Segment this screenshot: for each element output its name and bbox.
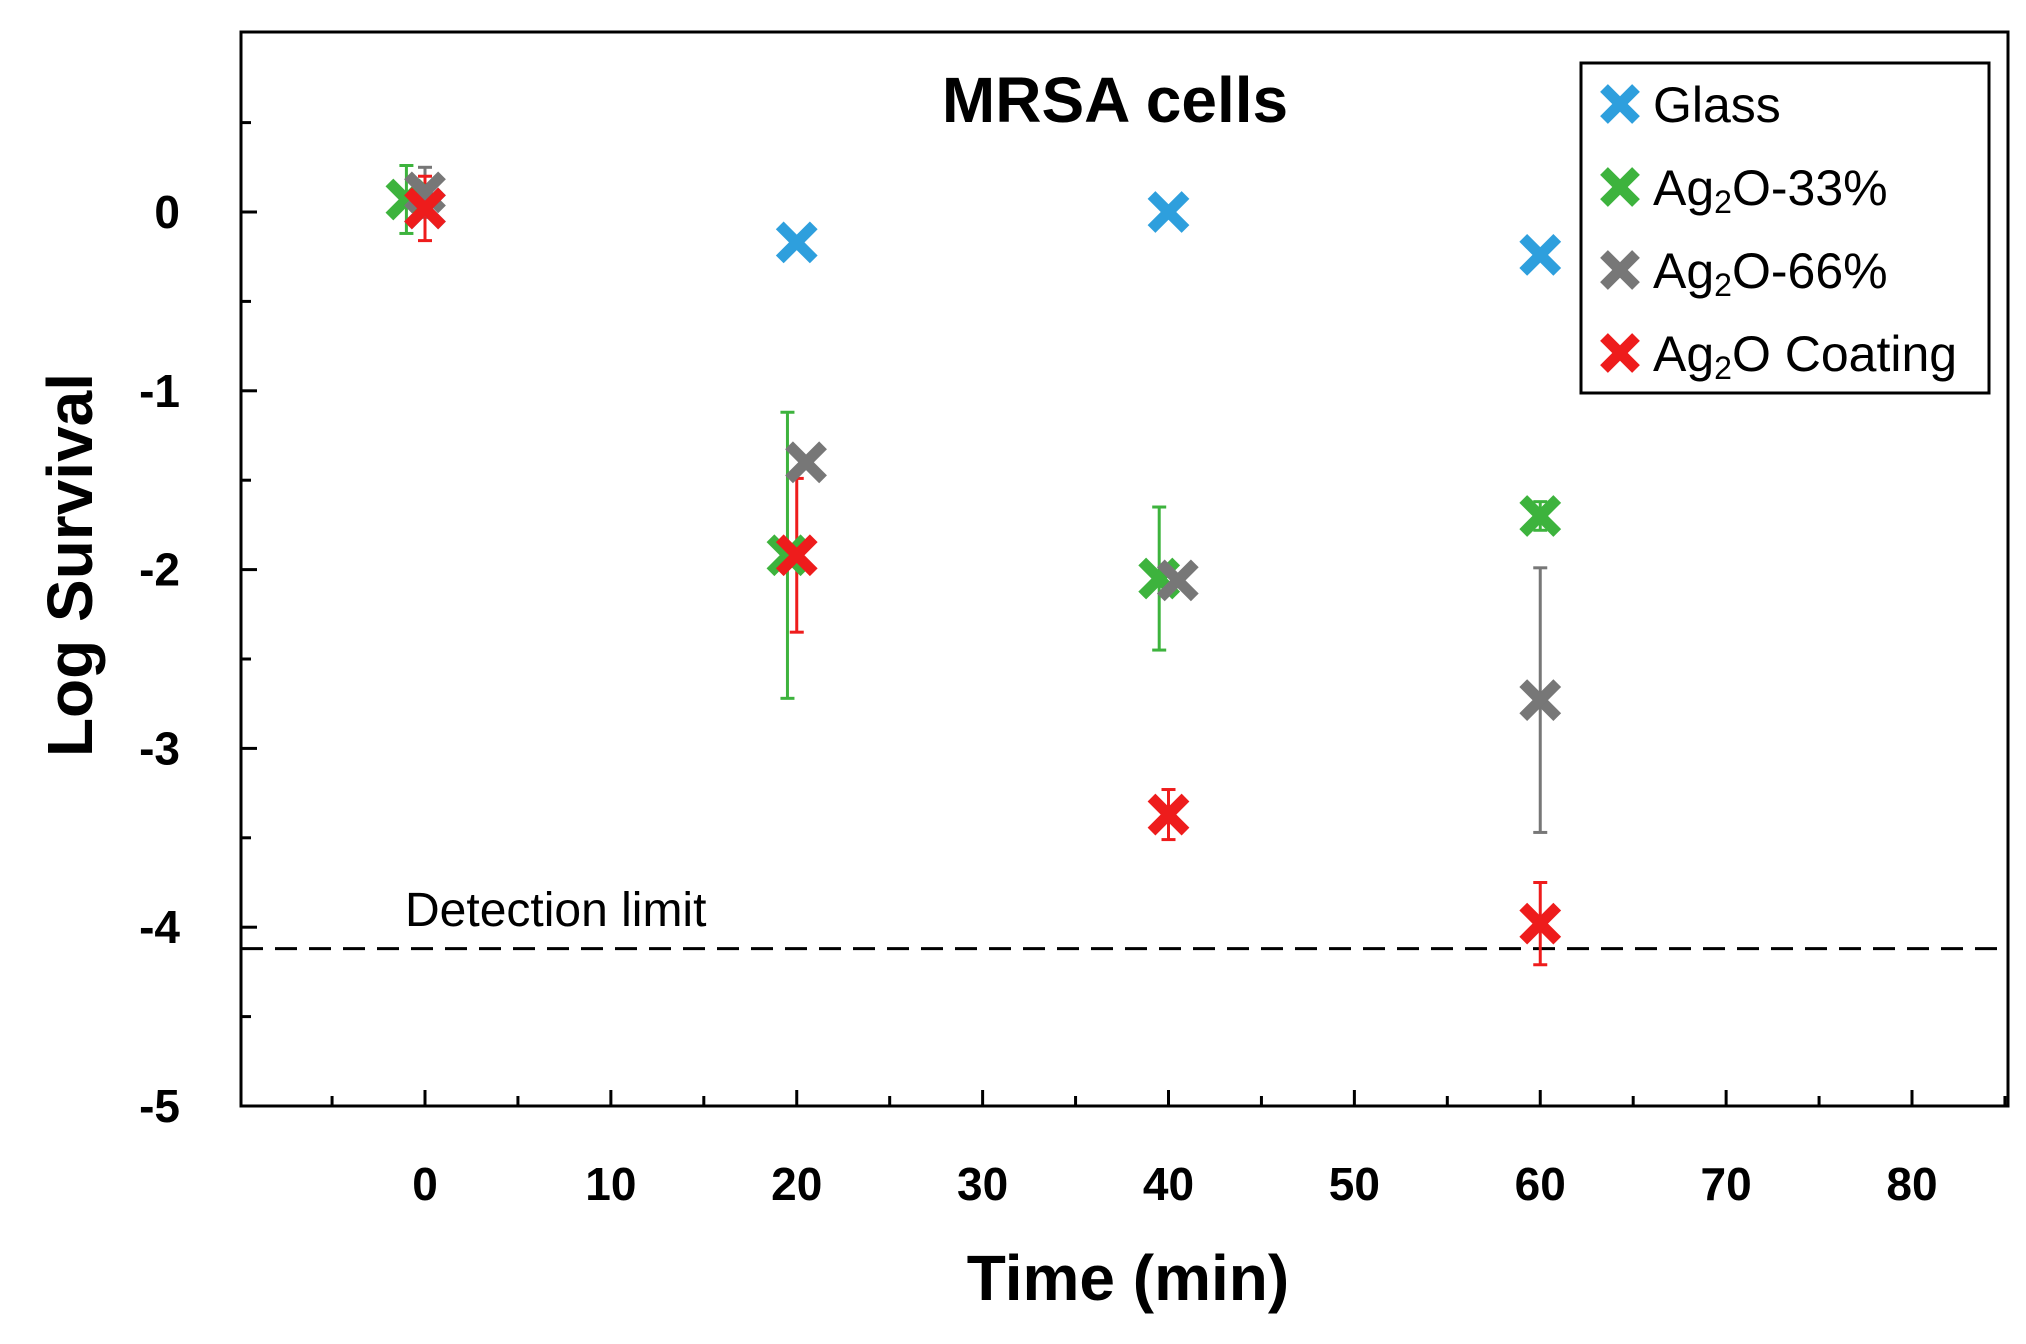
- marker-stroke: [1519, 902, 1562, 945]
- legend-box: [1579, 61, 1991, 395]
- legend: Glass Ag2O-33% Ag2O-66% Ag2O Coating: [1579, 61, 1991, 395]
- chart-title: MRSA cells: [942, 64, 1288, 136]
- y-axis-title: Log Survival: [34, 373, 106, 757]
- x-tick-label: 60: [1515, 1158, 1566, 1210]
- data-point: [1147, 793, 1190, 836]
- data-point: [785, 441, 827, 484]
- legend-label: Ag2O Coating: [1653, 326, 1957, 386]
- marker-stroke: [404, 187, 446, 230]
- marker-stroke: [1600, 250, 1640, 290]
- legend-marker: [1600, 333, 1640, 373]
- data-point: [766, 534, 809, 577]
- legend-label: Ag2O-33%: [1653, 160, 1888, 220]
- marker-stroke: [1600, 84, 1640, 124]
- x-axis-title: Time (min): [967, 1242, 1289, 1314]
- legend-label: Glass: [1653, 77, 1781, 133]
- y-tick-label: -2: [139, 544, 180, 596]
- data-point: [1147, 191, 1190, 233]
- x-tick-label: 30: [957, 1158, 1008, 1210]
- marker-stroke: [1147, 191, 1190, 233]
- marker-stroke: [1156, 559, 1199, 602]
- x-tick-label: 0: [412, 1158, 438, 1210]
- marker-stroke: [785, 441, 827, 484]
- legend-marker: [1600, 84, 1640, 124]
- marker-stroke: [775, 221, 818, 264]
- markers-group: [385, 171, 1562, 945]
- marker-stroke: [1600, 333, 1640, 373]
- data-point: [1519, 679, 1562, 722]
- legend-marker: [1600, 167, 1640, 207]
- detection-limit-group: Detection limit: [241, 884, 2008, 951]
- data-point: [775, 221, 818, 264]
- data-point: [404, 187, 446, 230]
- x-tick-label: 10: [585, 1158, 636, 1210]
- marker-stroke: [766, 534, 809, 577]
- y-tick-label: 0: [154, 186, 180, 238]
- data-point: [1156, 559, 1199, 602]
- y-tick-label: -3: [139, 722, 180, 774]
- x-tick-label: 50: [1329, 1158, 1380, 1210]
- marker-stroke: [1519, 234, 1562, 276]
- data-point: [1519, 234, 1562, 276]
- data-point: [775, 534, 818, 577]
- axes-group: 0 10 20 30 40 50 60 70 80 0 -1 -2 -3 -4 -5: [139, 30, 2010, 1210]
- marker-stroke: [1147, 793, 1190, 836]
- x-tick-label: 40: [1143, 1158, 1194, 1210]
- data-point: [1519, 902, 1562, 945]
- data-point: [1519, 495, 1562, 537]
- marker-stroke: [1519, 679, 1562, 722]
- marker-stroke: [1519, 495, 1562, 537]
- legend-marker: [1600, 250, 1640, 290]
- x-tick-label: 20: [771, 1158, 822, 1210]
- y-tick-label: -5: [139, 1080, 180, 1132]
- detection-limit-label: Detection limit: [405, 884, 706, 937]
- x-tick-label: 80: [1886, 1158, 1937, 1210]
- y-tick-label: -4: [139, 901, 180, 953]
- marker-stroke: [775, 534, 818, 577]
- x-tick-label: 70: [1701, 1158, 1752, 1210]
- legend-label: Ag2O-66%: [1653, 243, 1888, 303]
- marker-stroke: [1600, 167, 1640, 207]
- y-tick-label: -1: [139, 365, 180, 417]
